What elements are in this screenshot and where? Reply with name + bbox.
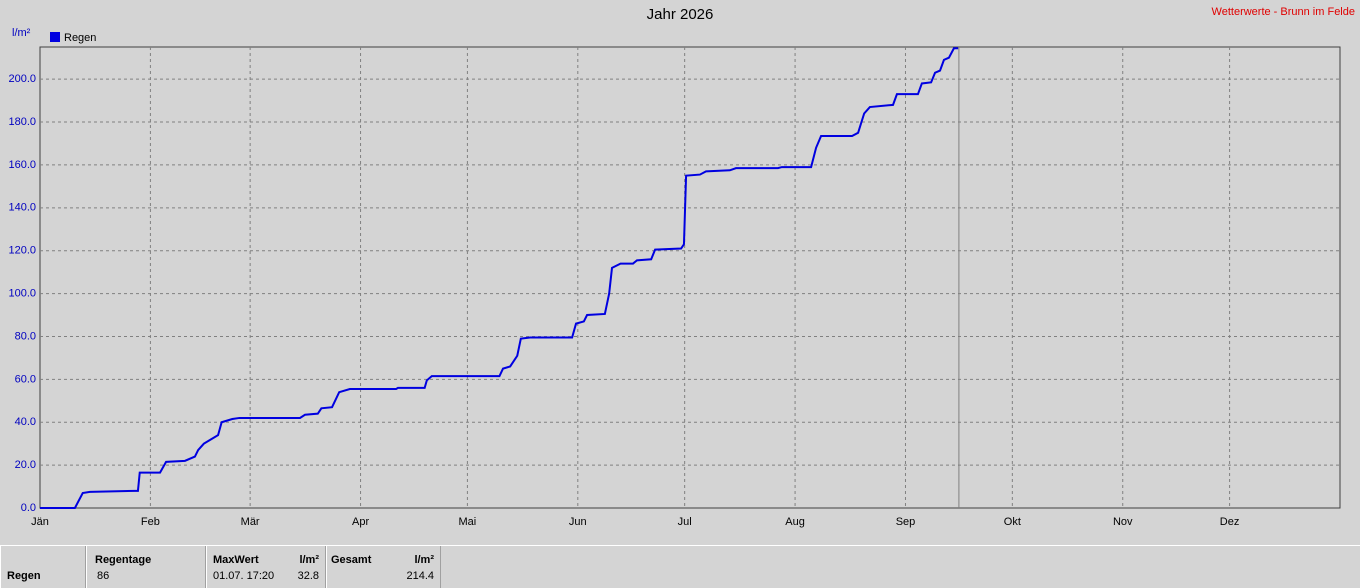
x-tick-label: Mär — [241, 516, 260, 528]
legend-swatch — [50, 32, 60, 42]
row-label: Regen — [7, 570, 41, 582]
plot: 0.0 20.0 40.0 60.0 80.0 100.0 120.0 140.0 160.0 1… — [8, 32, 1340, 528]
col-value: 214.4 — [406, 570, 434, 582]
summary-table: Regen Regentage 86 MaxWert l/m² 01.07. 17:2… — [0, 545, 1360, 588]
y-tick-label: 0.0 — [21, 502, 36, 514]
x-tick-label: Jul — [678, 516, 692, 528]
col-value: 86 — [97, 570, 110, 582]
x-tick-label: Mai — [459, 516, 477, 528]
x-tick-label: Nov — [1113, 516, 1133, 528]
col-date: 01.07. 17:20 — [213, 570, 275, 582]
y-tick-label: 60.0 — [15, 373, 36, 385]
line-series — [40, 47, 959, 509]
col-unit: l/m² — [299, 554, 319, 566]
y-tick-label: 120.0 — [8, 245, 36, 257]
y-tick-label: 160.0 — [8, 159, 36, 171]
legend-label: Regen — [64, 32, 96, 44]
cell: Gesamt l/m² 214.4 — [326, 546, 441, 588]
y-tick-label: 20.0 — [15, 459, 36, 471]
cell: Regen — [0, 546, 86, 588]
x-tick-label: Feb — [141, 516, 160, 528]
x-tick-label: Apr — [352, 516, 369, 528]
x-tick-label: Jun — [569, 516, 587, 528]
plot-frame — [39, 46, 1341, 509]
cell: Regentage 86 — [86, 546, 206, 588]
y-tick-label: 80.0 — [15, 330, 36, 342]
col-unit: l/m² — [414, 554, 434, 566]
chart-title: Jahr 2026 — [647, 6, 714, 23]
corner-text: Wetterwerte - Brunn im Felde — [1212, 6, 1355, 18]
cell: MaxWert l/m² 01.07. 17:20 32.8 — [206, 546, 326, 588]
x-tick-label: Sep — [896, 516, 916, 528]
col-value: 32.8 — [297, 570, 319, 582]
col-head: MaxWert — [213, 554, 259, 566]
y-tick-label: 200.0 — [8, 73, 36, 85]
y-tick-label: 40.0 — [15, 416, 36, 428]
y-tick-label: 180.0 — [8, 116, 36, 128]
col-head: Gesamt — [331, 554, 372, 566]
x-tick-label: Okt — [1004, 516, 1021, 528]
col-head: Regentage — [95, 554, 152, 566]
x-tick-label: Dez — [1220, 516, 1240, 528]
y-tick-label: 100.0 — [8, 287, 36, 299]
y-axis-label: l/m² — [12, 27, 31, 39]
x-tick-label: Jän — [31, 516, 49, 528]
x-tick-label: Aug — [785, 516, 805, 528]
chart: Jahr 2026 Wetterwerte - Brunn im Felde l… — [8, 6, 1355, 528]
y-tick-label: 140.0 — [8, 202, 36, 214]
